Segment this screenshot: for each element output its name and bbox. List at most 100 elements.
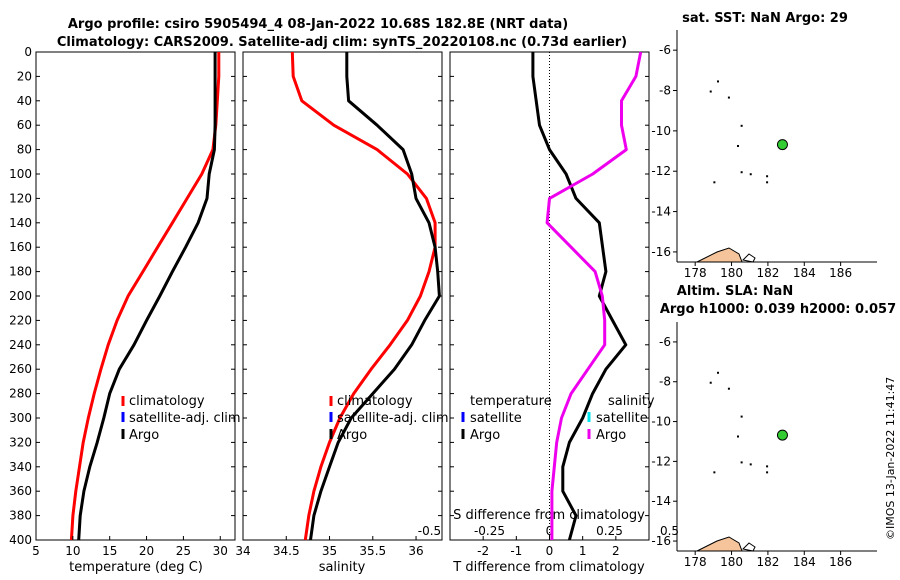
title-line-2: Climatology: CARS2009. Satellite-adj cli… (57, 35, 627, 50)
island (737, 144, 739, 147)
x-tick-label: 34.5 (273, 544, 300, 558)
argo-float-marker (776, 139, 788, 151)
depth-tick-label: 280 (9, 387, 32, 401)
x-tick-label: 0 (546, 544, 554, 558)
island (709, 90, 712, 93)
depth-tick-label: 180 (9, 265, 32, 279)
depth-tick-label: 0 (24, 45, 32, 59)
depth-tick-label: 340 (9, 460, 32, 474)
depth-tick-label: 240 (9, 338, 32, 352)
legend-s-argo-label: Argo (596, 428, 626, 443)
island (717, 371, 719, 374)
x-tick-label: 5 (32, 544, 40, 558)
island (740, 171, 743, 174)
map-y-tick-label: -6 (659, 43, 671, 57)
map-x-tick-label: 184 (793, 266, 816, 280)
map-y-tick-label: -8 (659, 375, 671, 389)
map-y-tick-label: -14 (651, 494, 671, 508)
island (737, 435, 739, 438)
x-tick-label: -2 (477, 544, 489, 558)
temperature-tick-labels: 5 10 15 20 25 30 (32, 544, 228, 558)
salinity-xlabel: salinity (319, 560, 366, 575)
depth-tick-label: 200 (9, 289, 32, 303)
map-x-tick-label: 182 (756, 555, 779, 569)
imos-timestamp: ©IMOS 13-Jan-2022 11:41:47 (884, 377, 897, 540)
x-tick-label: 35 (322, 544, 337, 558)
temperature-xlabel: temperature (deg C) (69, 560, 203, 575)
sst-map-ytick-labels: -6 -8 -10 -12 -14 -16 (651, 43, 671, 259)
fiji-island (741, 253, 756, 263)
s-diff-tick-label: -0.25 (474, 524, 505, 538)
series-s-diff-argo (545, 51, 643, 540)
t-difference-xlabel: T difference from climatology (452, 560, 645, 575)
s-diff-tick-label: 0.25 (596, 524, 623, 538)
x-tick-label: 1 (579, 544, 587, 558)
depth-tick-label: 260 (9, 362, 32, 376)
depth-tick-label: 80 (17, 143, 32, 157)
s-diff-tick-label: 0.5 (660, 524, 679, 538)
argo-float-marker (776, 429, 788, 441)
island (727, 387, 730, 390)
map-y-tick-label: -12 (651, 454, 671, 468)
legend-temperature-title: temperature (470, 394, 552, 409)
x-tick-label: 36 (408, 544, 423, 558)
depth-tick-label: 300 (9, 411, 32, 425)
sla-map-ytick-labels: -6 -8 -10 -12 -14 -16 (651, 335, 671, 548)
salinity-lines (290, 51, 441, 541)
map-x-tick-label: 186 (829, 266, 852, 280)
temperature-legend: climatology satellite-adj. clim Argo (121, 394, 241, 443)
x-tick-label: 35.5 (359, 544, 386, 558)
legend-satellite-label: satellite-adj. clim (129, 411, 241, 426)
depth-tick-label: 100 (9, 167, 32, 181)
series-climatology (69, 52, 221, 541)
island (766, 175, 769, 178)
legend-salinity-title: salinity (608, 394, 655, 409)
sla-map-xtick-labels: 178 180 182 184 186 (684, 555, 852, 569)
sst-map-xtick-labels: 178 180 182 184 186 (684, 266, 852, 280)
sst-map-title: sat. SST: NaN Argo: 29 (682, 11, 848, 26)
island (749, 173, 752, 176)
salinity-tick-labels: 34 34.5 35 35.5 36 (235, 544, 423, 558)
depth-tick-label: 20 (17, 69, 32, 83)
sst-map-points (776, 139, 788, 151)
sla-map-panel: Altim. SLA: NaN Argo h1000: 0.039 h2000:… (651, 284, 896, 569)
map-y-tick-label: -10 (651, 124, 671, 138)
depth-tick-label: 140 (9, 216, 32, 230)
salinity-legend: climatology satellite-adj. clim Argo (329, 394, 449, 443)
map-x-tick-label: 180 (720, 555, 743, 569)
sla-map-subtitle: Argo h1000: 0.039 h2000: 0.057 (660, 302, 896, 317)
map-y-tick-label: -12 (651, 164, 671, 178)
depth-tick-label: 160 (9, 240, 32, 254)
salinity-panel: 34 34.5 35 35.5 36 salinity climatology sate… (235, 51, 449, 575)
x-tick-label: 10 (65, 544, 80, 558)
map-y-tick-label: -16 (651, 534, 671, 548)
island (766, 465, 769, 468)
fiji-landmass (696, 536, 743, 552)
legend-climatology-label: climatology (337, 394, 413, 409)
legend-satellite-label: satellite-adj. clim (337, 411, 449, 426)
depth-tick-label: 360 (9, 484, 32, 498)
sla-map-land (696, 371, 769, 552)
temperature-lines (69, 52, 221, 541)
depth-tick-labels: 0 20 40 60 80 100 120 140 160 180 200 220 240 260 280 3… (9, 45, 32, 547)
map-x-tick-label: 186 (829, 555, 852, 569)
fiji-island (741, 542, 756, 552)
island (766, 181, 769, 184)
depth-tick-label: 220 (9, 313, 32, 327)
depth-tick-label: 120 (9, 191, 32, 205)
legend-s-satellite-label: satellite (596, 411, 648, 426)
island (766, 471, 769, 474)
sst-map-panel: sat. SST: NaN Argo: 29 -6-8-10-12-14-16 … (651, 11, 877, 280)
x-tick-label: 30 (213, 544, 228, 558)
map-y-tick-label: -6 (659, 335, 671, 349)
depth-tick-label: 400 (9, 533, 32, 547)
fiji-landmass (696, 247, 743, 263)
map-x-tick-label: 178 (684, 555, 707, 569)
difference-legend: temperature salinity satellite Argo sate… (461, 394, 655, 443)
island (749, 463, 752, 466)
x-tick-label: 2 (612, 544, 620, 558)
x-tick-label: 20 (139, 544, 154, 558)
depth-tick-label: 40 (17, 94, 32, 108)
temperature-axes-box (35, 51, 236, 541)
